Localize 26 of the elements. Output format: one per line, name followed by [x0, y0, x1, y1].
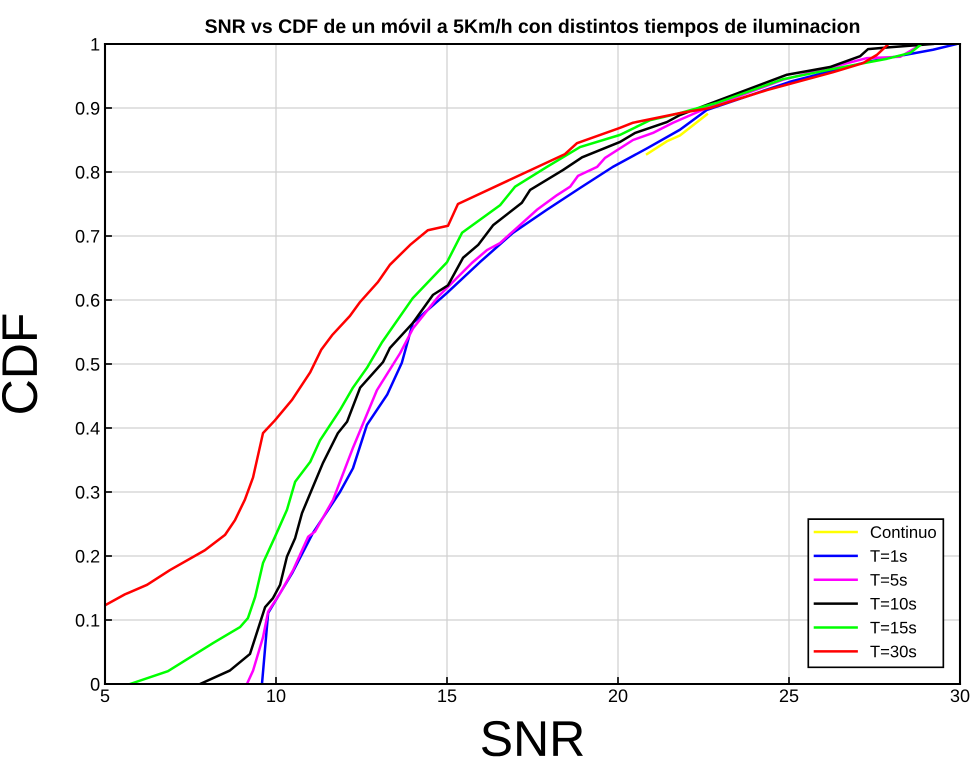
x-tick-label: 20	[608, 689, 628, 702]
y-tick-label: 0.3	[76, 486, 100, 499]
x-tick-label: 30	[950, 689, 970, 702]
y-tick-label: 0.7	[76, 230, 100, 243]
y-tick-label: 0	[90, 678, 100, 691]
y-tick-label: 0.6	[76, 294, 100, 307]
legend-label: T=15s	[870, 622, 916, 634]
legend-label: T=5s	[870, 574, 907, 586]
x-axis-title: SNR	[482, 720, 583, 756]
legend-label: T=1s	[870, 550, 907, 562]
legend-label: T=30s	[870, 646, 916, 658]
y-tick-label: 0.5	[76, 358, 100, 371]
y-tick-label: 0.1	[76, 614, 100, 627]
x-tick-label: 25	[780, 689, 798, 702]
y-tick-label: 0.2	[76, 550, 100, 563]
y-tick-label: 0.8	[76, 166, 100, 179]
y-tick-label: 1	[91, 38, 100, 51]
y-tick-label: 0.9	[76, 102, 100, 115]
x-tick-label: 5	[100, 690, 110, 702]
y-axis-title: CDF	[2, 314, 38, 413]
legend-label: T=10s	[870, 598, 916, 610]
y-tick-label: 0.4	[76, 422, 100, 435]
chart-title: SNR vs CDF de un móvil a 5Km/h con distintos tiempos de iluminacion	[205, 18, 860, 37]
x-tick-label: 10	[267, 689, 286, 702]
legend-label: Continuo	[870, 526, 936, 538]
x-tick-label: 15	[438, 690, 456, 702]
